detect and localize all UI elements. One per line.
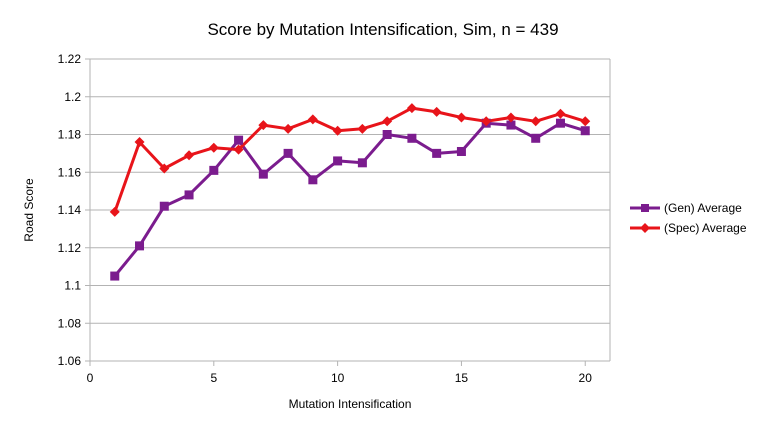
legend-item-spec: (Spec) Average bbox=[630, 218, 747, 238]
data-point-spec bbox=[332, 125, 343, 136]
data-point-gen bbox=[580, 126, 590, 136]
data-point-spec bbox=[134, 137, 145, 148]
data-point-spec bbox=[382, 116, 393, 127]
data-point-spec bbox=[258, 120, 269, 131]
data-point-gen bbox=[135, 241, 145, 251]
x-tick-label: 15 bbox=[455, 371, 469, 385]
data-point-spec bbox=[530, 116, 541, 127]
legend-spec-label: (Spec) Average bbox=[664, 221, 747, 235]
x-tick-label: 20 bbox=[579, 371, 593, 385]
data-point-spec bbox=[184, 150, 195, 161]
data-point-gen bbox=[407, 133, 417, 143]
data-point-gen bbox=[209, 165, 219, 175]
y-tick-label: 1.18 bbox=[58, 128, 82, 142]
data-point-spec bbox=[481, 116, 492, 127]
data-point-gen bbox=[184, 190, 194, 200]
data-point-gen bbox=[531, 133, 541, 143]
x-tick-label: 0 bbox=[87, 371, 94, 385]
y-tick-label: 1.14 bbox=[58, 203, 82, 217]
x-axis-label: Mutation Intensification bbox=[288, 397, 412, 411]
data-point-spec bbox=[406, 103, 417, 114]
data-point-gen bbox=[283, 148, 293, 158]
data-point-spec bbox=[208, 142, 219, 153]
y-tick-label: 1.16 bbox=[58, 165, 82, 179]
data-point-spec bbox=[233, 144, 244, 155]
data-point-gen bbox=[506, 120, 516, 130]
data-point-gen bbox=[258, 169, 268, 179]
chart-title: Score by Mutation Intensification, Sim, … bbox=[207, 20, 559, 39]
y-tick-label: 1.08 bbox=[58, 316, 82, 330]
data-point-gen bbox=[234, 135, 244, 145]
data-point-gen bbox=[159, 201, 169, 211]
y-tick-label: 1.2 bbox=[64, 90, 81, 104]
x-tick-label: 10 bbox=[331, 371, 345, 385]
y-tick-label: 1.1 bbox=[64, 279, 81, 293]
data-point-gen bbox=[432, 148, 442, 158]
series-line-gen bbox=[113, 121, 586, 278]
data-point-spec bbox=[307, 114, 318, 125]
data-point-gen bbox=[308, 175, 318, 185]
y-tick-label: 1.22 bbox=[58, 52, 82, 66]
y-tick-label: 1.06 bbox=[58, 354, 82, 368]
y-tick-label: 1.12 bbox=[58, 241, 82, 255]
data-point-gen bbox=[555, 118, 565, 128]
data-point-spec bbox=[357, 123, 368, 134]
data-point-gen bbox=[382, 130, 392, 139]
data-point-spec bbox=[109, 206, 120, 217]
data-point-gen bbox=[333, 156, 343, 166]
data-point-spec bbox=[456, 112, 467, 123]
legend-spec-swatch-icon bbox=[630, 223, 660, 233]
data-point-spec bbox=[431, 106, 442, 117]
legend-gen-label: (Gen) Average bbox=[664, 201, 742, 215]
data-point-spec bbox=[283, 123, 294, 134]
data-point-spec bbox=[580, 116, 591, 127]
legend: (Gen) Average (Spec) Average bbox=[630, 198, 747, 238]
x-tick-label: 5 bbox=[210, 371, 217, 385]
data-point-spec bbox=[159, 163, 170, 174]
data-point-gen bbox=[357, 158, 367, 168]
data-point-gen bbox=[110, 271, 120, 281]
legend-gen-swatch-icon bbox=[630, 204, 660, 212]
data-point-spec bbox=[555, 108, 566, 119]
data-point-spec bbox=[505, 112, 516, 123]
data-point-gen bbox=[456, 146, 466, 156]
legend-item-gen: (Gen) Average bbox=[630, 198, 747, 218]
